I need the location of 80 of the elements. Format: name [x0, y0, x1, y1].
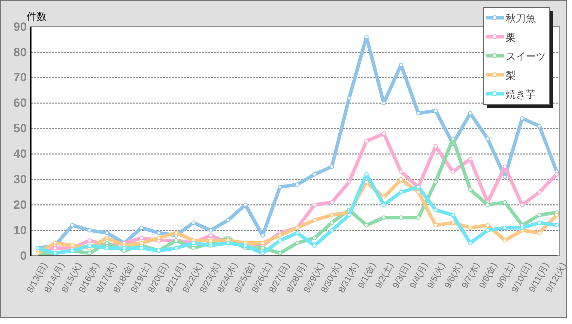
point: [364, 223, 369, 228]
point: [486, 136, 490, 142]
point: [105, 230, 110, 236]
point: [105, 236, 110, 240]
point: [208, 228, 214, 233]
point: [174, 246, 179, 251]
y-tick-label: 90: [14, 20, 28, 34]
y-axis-title: 件数: [27, 12, 47, 23]
point: [330, 164, 334, 170]
point: [451, 213, 456, 218]
point: [434, 180, 438, 184]
point: [140, 241, 144, 246]
point: [486, 223, 490, 228]
point: [468, 157, 473, 162]
point: [486, 202, 490, 208]
point: [105, 246, 110, 251]
point: [451, 220, 456, 226]
y-tick-label: 80: [14, 45, 28, 60]
point: [399, 190, 404, 195]
point: [192, 246, 196, 251]
point: [468, 241, 473, 246]
point: [538, 190, 542, 195]
point: [140, 236, 144, 240]
y-tick-label: 40: [14, 147, 28, 162]
point: [278, 238, 282, 243]
point: [295, 241, 300, 246]
point: [208, 244, 214, 248]
y-tick-label: 70: [14, 70, 28, 85]
point: [538, 230, 542, 236]
legend-label: スイーツ: [506, 52, 546, 63]
point: [295, 182, 300, 187]
point: [468, 188, 473, 192]
point: [364, 139, 369, 144]
point: [486, 228, 490, 233]
point: [53, 246, 58, 251]
y-tick-label: 0: [20, 248, 28, 263]
point: [330, 228, 334, 233]
point: [312, 218, 317, 223]
point: [174, 230, 179, 236]
point: [278, 233, 282, 238]
y-tick-label: 10: [14, 223, 28, 238]
point: [399, 216, 404, 220]
point: [312, 202, 317, 208]
point: [278, 251, 282, 256]
legend-label: 秋刀魚: [506, 13, 536, 25]
point: [156, 236, 162, 240]
point: [208, 233, 214, 238]
y-tick-label: 20: [14, 198, 28, 212]
point: [538, 220, 542, 226]
point: [140, 226, 144, 230]
point: [399, 170, 404, 174]
legend-label: 栗: [506, 33, 516, 44]
point: [88, 251, 92, 256]
legend-label: 焼き芋: [506, 89, 536, 101]
point: [156, 230, 162, 236]
point: [105, 241, 110, 246]
y-tick-label: 60: [14, 96, 28, 110]
point: [312, 172, 317, 177]
point: [260, 251, 266, 256]
point: [347, 180, 352, 184]
point: [295, 230, 300, 236]
point: [330, 220, 334, 226]
point: [140, 246, 144, 251]
point: [347, 96, 352, 100]
y-tick-label: 50: [14, 122, 28, 136]
point: [243, 244, 248, 248]
point: [278, 185, 282, 190]
point: [226, 218, 230, 223]
point: [312, 236, 317, 240]
point: [538, 124, 542, 128]
point: [434, 208, 438, 212]
point: [502, 238, 508, 243]
point: [554, 172, 560, 177]
legend-label: 梨: [506, 70, 516, 82]
y-tick-label: 30: [14, 172, 28, 187]
point: [53, 241, 58, 246]
point: [538, 213, 542, 218]
point: [347, 213, 352, 218]
point: [192, 220, 196, 226]
point: [554, 213, 560, 218]
